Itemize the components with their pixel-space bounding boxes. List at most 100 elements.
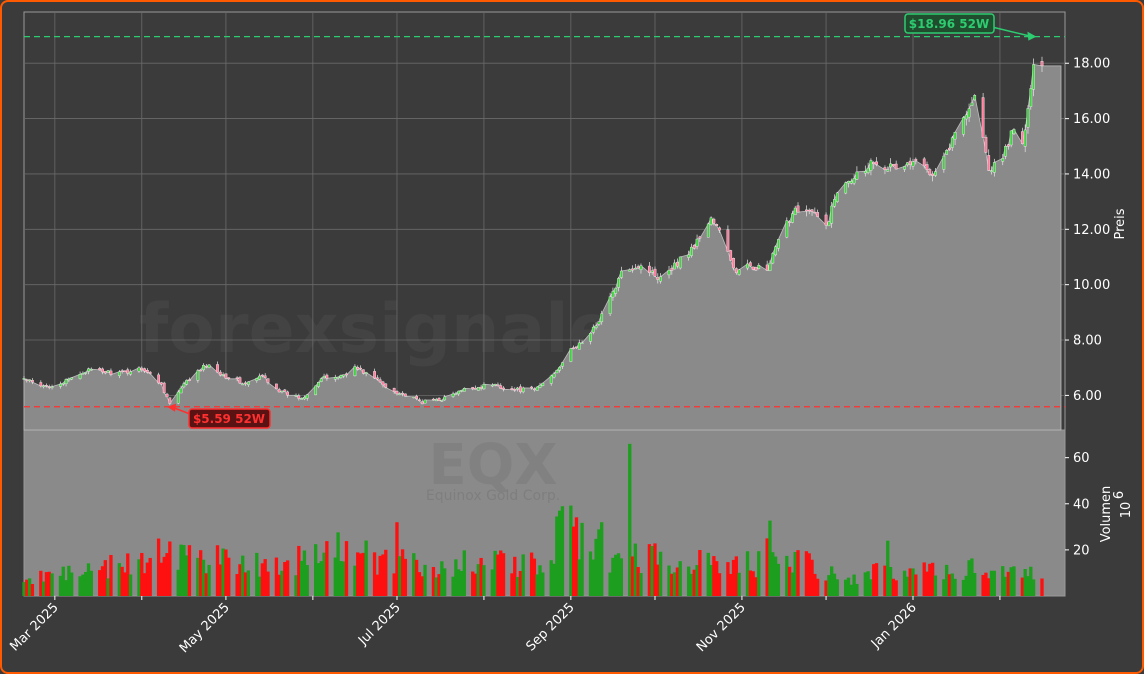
volume-bar [835, 579, 839, 596]
volume-bar [184, 555, 189, 596]
candle-body [908, 160, 912, 166]
candle-body [931, 173, 935, 176]
volume-bar [227, 557, 231, 596]
candle-body [146, 370, 149, 373]
volume-bar [22, 582, 26, 596]
volume-bar [39, 570, 43, 596]
volume-bar [224, 549, 228, 596]
volume-bar [611, 557, 615, 596]
candle-body [216, 364, 219, 373]
candle-body [339, 375, 343, 378]
volume-axis-title: Volumen [1099, 486, 1114, 543]
volume-bar [451, 576, 455, 596]
candle-body [611, 291, 615, 298]
volume-bar [1001, 566, 1005, 596]
volume-bar [844, 579, 848, 596]
volume-bar [872, 564, 876, 596]
candle-body [715, 224, 719, 227]
volume-bar [400, 549, 405, 596]
volume-bar [594, 538, 598, 596]
candle-body [513, 389, 517, 391]
volume-bar [442, 568, 447, 596]
candle-body [549, 375, 553, 384]
low-52w-box [188, 408, 271, 429]
volume-bar [499, 550, 503, 596]
candle-body [872, 162, 876, 165]
candle-body [218, 371, 222, 376]
volume-bar [737, 572, 741, 596]
volume-bar [493, 550, 497, 596]
candle-body [768, 262, 772, 271]
volume-bar [356, 552, 360, 596]
candle-body [1029, 88, 1033, 107]
volume-bar [580, 522, 584, 596]
candle-body [188, 379, 191, 381]
volume-bar [417, 572, 422, 596]
volume-bar [908, 568, 912, 596]
candle-body [659, 276, 662, 282]
candle-body [378, 379, 382, 383]
volume-bar [793, 552, 797, 596]
volume-bar [1040, 578, 1044, 596]
volume-bar [84, 571, 88, 596]
volume-bar [717, 573, 722, 596]
candle-body [98, 368, 102, 371]
candle-body [886, 169, 890, 172]
candle-body [381, 381, 385, 386]
volume-bar [656, 564, 660, 596]
candle-body [530, 386, 533, 389]
volume-bar [832, 573, 837, 596]
candle-body [22, 378, 26, 380]
volume-bar [555, 516, 559, 596]
volume-bar [403, 558, 408, 596]
candle-body [1012, 129, 1016, 135]
candle-body [648, 265, 651, 273]
volume-bar [810, 559, 814, 596]
candle-body [314, 385, 318, 396]
volume-bar [109, 554, 113, 596]
candle-body [160, 382, 163, 385]
volume-bar [117, 563, 122, 596]
candle-body [535, 386, 539, 391]
candle-body [973, 95, 977, 101]
volume-bar [218, 564, 222, 596]
volume-bar [257, 576, 262, 596]
volume-bar [790, 572, 795, 596]
volume-bar [942, 579, 946, 596]
candle-body [726, 229, 730, 252]
candle-body [199, 369, 203, 372]
volume-bar [476, 564, 480, 596]
volume-bar [1012, 566, 1016, 596]
volume-bar [86, 563, 91, 596]
volume-bar [361, 552, 365, 596]
candle-body [653, 268, 657, 277]
candle-body [59, 383, 62, 387]
price-tick-label: 12.00 [1073, 223, 1110, 238]
volume-bar [633, 543, 638, 596]
volume-bar [689, 573, 694, 596]
candle-body [950, 137, 954, 148]
candle-body [984, 136, 988, 153]
candle-body [319, 378, 323, 382]
volume-bar [706, 552, 710, 596]
volume-bar [215, 545, 220, 596]
candle-body [70, 377, 74, 380]
candle-body [353, 366, 357, 377]
candle-body [258, 375, 261, 380]
volume-bar [100, 566, 105, 596]
candle-body [333, 377, 337, 380]
candle-body [227, 377, 231, 379]
candle-body [123, 370, 127, 372]
volume-bar [911, 568, 915, 596]
volume-bar [325, 541, 329, 596]
candle-body [844, 182, 848, 194]
candle-body [903, 166, 906, 170]
candle-body [945, 150, 949, 155]
candle-body [533, 388, 536, 391]
volume-bar [678, 561, 682, 596]
volume-bar [925, 571, 929, 596]
volume-bar [263, 559, 267, 596]
volume-bar [967, 560, 971, 596]
